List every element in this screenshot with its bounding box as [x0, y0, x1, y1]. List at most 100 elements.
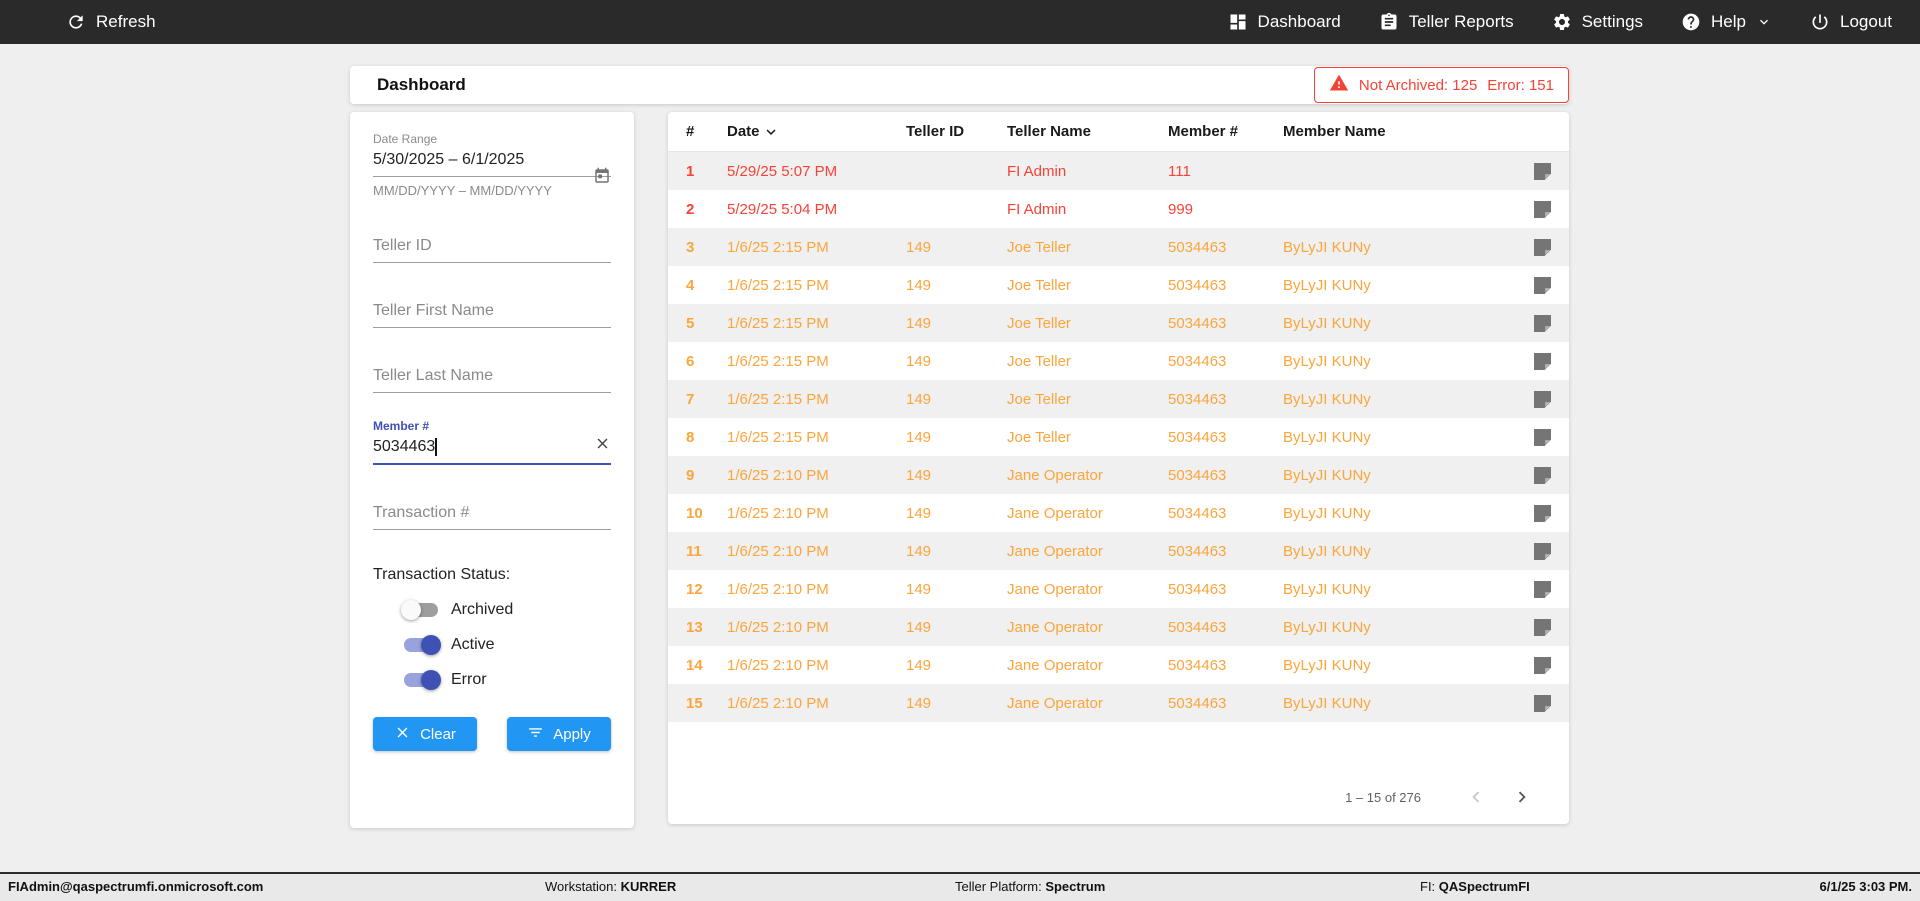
- power-icon: [1810, 12, 1830, 32]
- platform-info: Teller Platform: Spectrum: [955, 879, 1106, 894]
- table-row[interactable]: 4 1/6/25 2:15 PM 149 Joe Teller 5034463 …: [668, 266, 1569, 304]
- teller-id-field: [373, 232, 611, 263]
- clear-button-label: Clear: [420, 725, 456, 743]
- sort-down-icon: [762, 122, 780, 140]
- note-icon[interactable]: [1521, 162, 1551, 180]
- table-row[interactable]: 6 1/6/25 2:15 PM 149 Joe Teller 5034463 …: [668, 342, 1569, 380]
- teller-last-name-input[interactable]: [373, 362, 611, 393]
- note-icon[interactable]: [1521, 314, 1551, 332]
- refresh-icon: [66, 12, 86, 32]
- not-archived-count: Not Archived: 125: [1358, 76, 1478, 94]
- col-member-name: Member Name: [1283, 123, 1386, 140]
- note-icon[interactable]: [1521, 352, 1551, 370]
- toggle-error-label: Error: [451, 671, 487, 688]
- note-icon[interactable]: [1521, 466, 1551, 484]
- page-header-card: Dashboard Not Archived: 125 Error: 151: [350, 66, 1569, 104]
- date-range-input[interactable]: [373, 146, 611, 177]
- transaction-number-field: [373, 499, 611, 530]
- table-body: 1 5/29/25 5:07 PM FI Admin 111 2 5/29/25…: [668, 152, 1569, 722]
- table-row[interactable]: 2 5/29/25 5:04 PM FI Admin 999: [668, 190, 1569, 228]
- toggle-archived[interactable]: Archived: [373, 600, 611, 620]
- toggle-error[interactable]: Error: [373, 670, 611, 690]
- col-teller-name: Teller Name: [1007, 123, 1091, 140]
- col-date-label: Date: [727, 123, 760, 140]
- chevron-right-icon[interactable]: [1511, 786, 1533, 808]
- toggle-active-switch[interactable]: [404, 635, 441, 655]
- table-row[interactable]: 5 1/6/25 2:15 PM 149 Joe Teller 5034463 …: [668, 304, 1569, 342]
- table-row[interactable]: 13 1/6/25 2:10 PM 149 Jane Operator 5034…: [668, 608, 1569, 646]
- table-row[interactable]: 12 1/6/25 2:10 PM 149 Jane Operator 5034…: [668, 570, 1569, 608]
- table-row[interactable]: 9 1/6/25 2:10 PM 149 Jane Operator 50344…: [668, 456, 1569, 494]
- note-icon[interactable]: [1521, 580, 1551, 598]
- note-icon[interactable]: [1521, 428, 1551, 446]
- clipboard-icon: [1379, 12, 1399, 32]
- nav-teller-reports-label: Teller Reports: [1408, 12, 1514, 31]
- table-row[interactable]: 11 1/6/25 2:10 PM 149 Jane Operator 5034…: [668, 532, 1569, 570]
- table-row[interactable]: 7 1/6/25 2:15 PM 149 Joe Teller 5034463 …: [668, 380, 1569, 418]
- table-row[interactable]: 10 1/6/25 2:10 PM 149 Jane Operator 5034…: [668, 494, 1569, 532]
- gear-icon: [1552, 12, 1572, 32]
- note-icon[interactable]: [1521, 504, 1551, 522]
- filter-panel: Date Range MM/DD/YYYY – MM/DD/YYYY Membe…: [350, 112, 634, 828]
- text-caret: [435, 438, 437, 456]
- nav-logout[interactable]: Logout: [1810, 12, 1892, 32]
- clear-x-icon[interactable]: [594, 435, 611, 457]
- pagination: 1 – 15 of 276: [1345, 786, 1533, 808]
- chevron-down-icon: [1756, 14, 1772, 30]
- clear-x-icon: [394, 724, 411, 745]
- col-teller-id: Teller ID: [906, 123, 965, 140]
- status-alert-badge: Not Archived: 125 Error: 151: [1313, 67, 1569, 103]
- table-row[interactable]: 1 5/29/25 5:07 PM FI Admin 111: [668, 152, 1569, 190]
- toggle-error-switch[interactable]: [404, 670, 441, 690]
- nav-dashboard[interactable]: Dashboard: [1228, 12, 1341, 32]
- teller-first-name-input[interactable]: [373, 297, 611, 328]
- col-num: #: [686, 123, 695, 140]
- transaction-number-input[interactable]: [373, 499, 611, 530]
- help-icon: [1681, 12, 1701, 32]
- teller-last-name-field: [373, 362, 611, 393]
- date-range-label: Date Range: [373, 132, 438, 146]
- toggle-active[interactable]: Active: [373, 635, 611, 655]
- apply-button-label: Apply: [553, 725, 591, 743]
- refresh-button[interactable]: Refresh: [66, 12, 156, 32]
- col-member-num: Member #: [1168, 123, 1239, 140]
- note-icon[interactable]: [1521, 618, 1551, 636]
- note-icon[interactable]: [1521, 656, 1551, 674]
- col-date-sort[interactable]: Date: [727, 122, 906, 140]
- toggle-archived-switch[interactable]: [401, 600, 438, 620]
- transactions-table-card: # Date Teller ID Teller Name Member # Me…: [668, 112, 1569, 824]
- nav-help[interactable]: Help: [1681, 12, 1772, 32]
- table-row[interactable]: 3 1/6/25 2:15 PM 149 Joe Teller 5034463 …: [668, 228, 1569, 266]
- warning-icon: [1329, 73, 1349, 97]
- refresh-label: Refresh: [96, 12, 156, 31]
- note-icon[interactable]: [1521, 542, 1551, 560]
- toggle-archived-label: Archived: [451, 601, 514, 618]
- page-title: Dashboard: [377, 75, 466, 94]
- date-range-field: Date Range MM/DD/YYYY – MM/DD/YYYY: [373, 132, 611, 198]
- transaction-status-label: Transaction Status:: [373, 566, 511, 583]
- top-navbar: Refresh Dashboard Teller Reports Setting…: [0, 0, 1920, 44]
- chevron-left-icon[interactable]: [1465, 786, 1487, 808]
- nav-help-label: Help: [1711, 12, 1746, 31]
- note-icon[interactable]: [1521, 276, 1551, 294]
- teller-id-input[interactable]: [373, 232, 611, 263]
- clear-button[interactable]: Clear: [373, 717, 477, 751]
- nav-dashboard-label: Dashboard: [1257, 12, 1341, 31]
- table-row[interactable]: 8 1/6/25 2:15 PM 149 Joe Teller 5034463 …: [668, 418, 1569, 456]
- current-datetime: 6/1/25 3:03 PM.: [1819, 879, 1913, 894]
- dashboard-icon: [1228, 12, 1248, 32]
- apply-button[interactable]: Apply: [507, 717, 611, 751]
- nav-teller-reports[interactable]: Teller Reports: [1379, 12, 1514, 32]
- note-icon[interactable]: [1521, 200, 1551, 218]
- table-row[interactable]: 15 1/6/25 2:10 PM 149 Jane Operator 5034…: [668, 684, 1569, 722]
- calendar-icon[interactable]: [593, 167, 611, 190]
- note-icon[interactable]: [1521, 390, 1551, 408]
- nav-settings[interactable]: Settings: [1552, 12, 1643, 32]
- member-number-input[interactable]: [373, 433, 611, 465]
- note-icon[interactable]: [1521, 694, 1551, 712]
- table-row[interactable]: 14 1/6/25 2:10 PM 149 Jane Operator 5034…: [668, 646, 1569, 684]
- workstation-info: Workstation: KURRER: [545, 879, 677, 894]
- status-bar: FIAdmin@qaspectrumfi.onmicrosoft.com Wor…: [0, 872, 1920, 901]
- note-icon[interactable]: [1521, 238, 1551, 256]
- table-header-row: # Date Teller ID Teller Name Member # Me…: [668, 112, 1569, 152]
